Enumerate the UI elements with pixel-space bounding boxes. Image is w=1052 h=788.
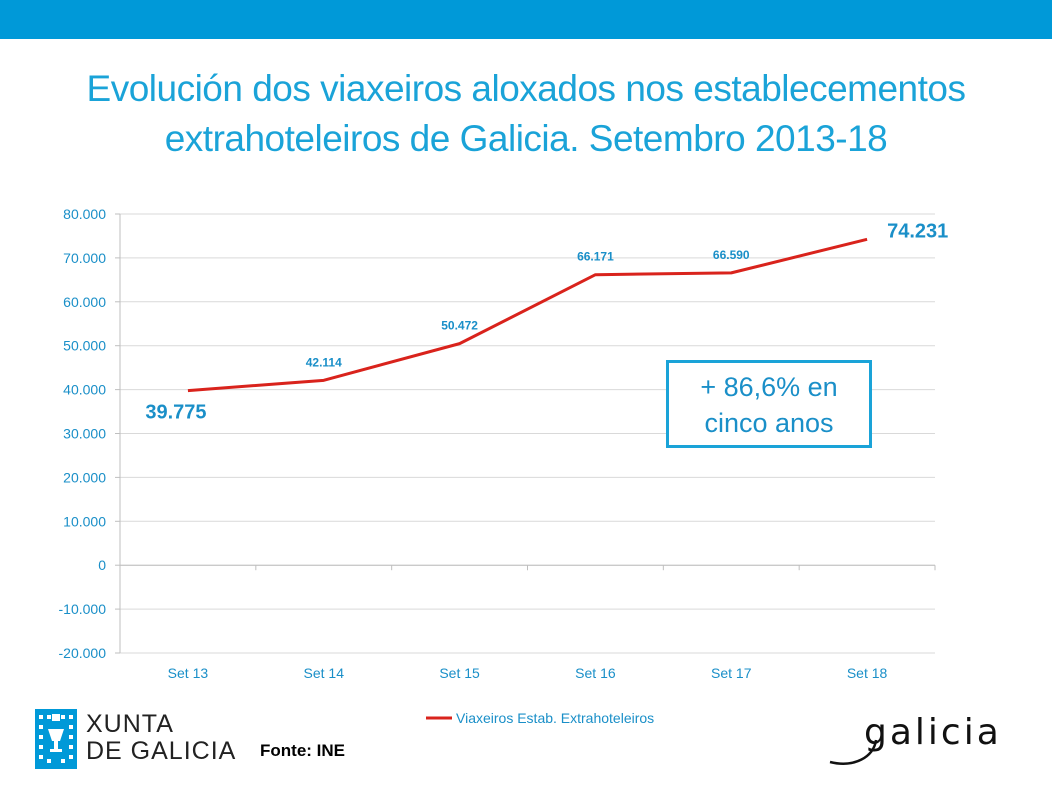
y-tick-label: 30.000 (63, 426, 106, 442)
title-line-2: extrahoteleiros de Galicia. Setembro 201… (164, 118, 888, 159)
data-label: 39.775 (145, 402, 206, 424)
y-axis-ticks: 80.000 70.000 60.000 50.000 40.000 30.000 20.0… (59, 206, 121, 661)
xunta-shield-icon (35, 709, 77, 769)
top-bar (0, 0, 1052, 39)
x-tick-label: Set 16 (575, 665, 616, 681)
x-tick-label: Set 15 (439, 665, 480, 681)
data-label: 66.590 (713, 248, 750, 262)
data-label: 42.114 (306, 355, 342, 369)
y-tick-label: 70.000 (63, 250, 106, 266)
data-label: 74.231 (887, 220, 948, 242)
y-tick-label: 80.000 (63, 206, 106, 222)
data-label: 50.472 (441, 319, 478, 333)
title-line-1: Evolución dos viaxeiros aloxados nos est… (86, 68, 966, 109)
callout-line-2: cinco anos (704, 408, 834, 438)
x-axis: Set 13 Set 14 Set 15 Set 16 Set 17 Set 18 (119, 564, 936, 681)
xunta-line-1: XUNTA (86, 710, 174, 738)
growth-callout: + 86,6% en cinco anos (666, 360, 872, 448)
callout-line-1: + 86,6% en (700, 372, 838, 402)
y-tick-label: -10.000 (59, 601, 107, 617)
x-tick-label: Set 13 (168, 665, 209, 681)
source-note: Fonte: INE (260, 741, 345, 760)
y-tick-label: 10.000 (63, 513, 106, 529)
galicia-logo: galicia (829, 712, 1001, 765)
galicia-logo-text: galicia (864, 712, 1001, 753)
legend-label: Viaxeiros Estab. Extrahoteleiros (456, 710, 654, 726)
page-title: Evolución dos viaxeiros aloxados nos est… (40, 64, 1012, 164)
x-tick-label: Set 18 (847, 665, 888, 681)
data-label: 66.171 (577, 250, 614, 264)
chart-series (187, 237, 868, 393)
y-tick-label: 60.000 (63, 294, 106, 310)
y-tick-label: 20.000 (63, 469, 106, 485)
xunta-line-2: DE GALICIA (86, 737, 237, 765)
series-line (187, 237, 868, 393)
y-tick-label: 50.000 (63, 338, 106, 354)
xunta-logo-text: XUNTA DE GALICIA (86, 711, 236, 765)
y-tick-label: 0 (98, 557, 106, 573)
x-tick-label: Set 17 (711, 665, 752, 681)
data-labels: 39.775 42.114 50.472 66.171 66.590 74.231 (145, 220, 948, 423)
chart-legend: Viaxeiros Estab. Extrahoteleiros (426, 710, 654, 726)
x-tick-label: Set 14 (304, 665, 345, 681)
y-tick-label: 40.000 (63, 382, 106, 398)
y-tick-label: -20.000 (59, 645, 107, 661)
